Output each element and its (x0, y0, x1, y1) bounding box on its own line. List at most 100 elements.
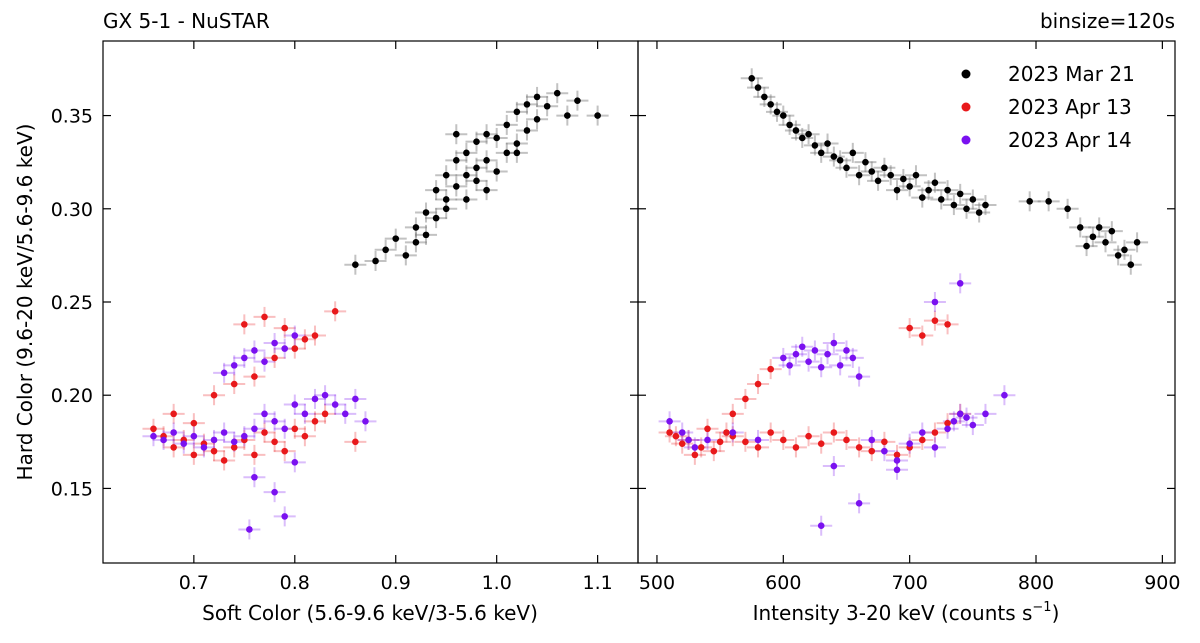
left-data-point (261, 358, 268, 365)
left-x-ticks: 0.7 0.8 0.9 1.0 1.1 (179, 41, 613, 594)
left-x-tick-label: 0.9 (381, 572, 411, 594)
left-data-point (402, 252, 410, 259)
right-data-point (805, 130, 812, 138)
right-data-point (805, 432, 812, 440)
left-data-point (291, 332, 299, 339)
left-x-tick-label: 1.0 (482, 572, 512, 594)
left-data-point (483, 157, 490, 164)
right-data-point (1108, 227, 1116, 235)
right-data-point (868, 168, 876, 175)
left-data-point (432, 214, 440, 222)
right-data-point (1089, 233, 1097, 241)
right-data-point (982, 201, 989, 209)
right-data-point (944, 425, 951, 433)
right-data-point (843, 164, 850, 172)
right-data-point (786, 121, 793, 129)
left-data-point (483, 130, 490, 138)
right-data-point (792, 444, 800, 451)
right-data-point (798, 343, 806, 351)
right-data-point (956, 280, 964, 287)
figure-title-right: binsize=120s (1040, 9, 1175, 33)
right-data-point (691, 444, 699, 451)
left-data-point (543, 102, 551, 110)
left-data-point (301, 410, 309, 418)
right-data-point (906, 183, 913, 190)
left-data-point (230, 362, 238, 369)
legend-label: 2023 Apr 14 (1008, 128, 1132, 152)
right-data-point (918, 194, 926, 201)
left-data-point (483, 186, 490, 194)
right-data-point (830, 462, 838, 470)
left-data-point (513, 140, 521, 147)
left-y-tick-label: 0.20 (51, 385, 93, 407)
left-data-point (150, 425, 157, 433)
right-data-point (931, 444, 939, 451)
right-data-point (893, 466, 901, 474)
right-data-point (969, 196, 977, 203)
left-data-point (523, 127, 531, 134)
legend-label: 2023 Apr 13 (1008, 95, 1132, 119)
right-data-point (830, 153, 838, 160)
right-data-point (805, 358, 812, 365)
left-data-point (422, 209, 430, 216)
right-x-tick-label: 500 (639, 572, 675, 594)
right-data-point (918, 332, 926, 339)
right-data-point (1133, 239, 1141, 246)
left-data-point (170, 444, 177, 451)
left-data-point (412, 224, 420, 231)
left-data-point (190, 419, 198, 427)
left-data-point (271, 354, 278, 362)
right-data-point (918, 429, 926, 436)
left-data-point (291, 459, 299, 466)
right-data-point (817, 149, 825, 157)
right-data-point (716, 438, 724, 446)
left-data-point (170, 410, 177, 418)
right-data-point (678, 429, 686, 436)
right-x-ticks: 500 600 700 800 900 (639, 41, 1180, 594)
left-data-point (473, 138, 480, 145)
right-x-tick-label: 700 (892, 572, 928, 594)
right-data-point (830, 429, 838, 436)
right-data-point (931, 298, 939, 306)
right-data-point (824, 350, 831, 358)
left-y-tick-label: 0.30 (51, 199, 93, 221)
right-data-point (950, 201, 958, 209)
right-data-point (931, 429, 939, 436)
left-error-bars (142, 83, 609, 540)
right-data-point (975, 209, 983, 216)
left-data-point (281, 425, 288, 433)
right-x-axis-label-end: ) (1052, 601, 1060, 625)
left-data-point (382, 246, 389, 254)
left-data-point (291, 345, 299, 352)
left-data-point (210, 447, 218, 455)
right-data-point (754, 436, 762, 444)
right-x-tick-label: 600 (765, 572, 801, 594)
right-data-point (811, 142, 819, 149)
right-data-point (906, 324, 913, 332)
right-data-point (881, 164, 888, 172)
right-data-point (672, 432, 680, 440)
left-data-point (210, 436, 218, 444)
right-data-point (773, 108, 781, 116)
right-data-point (830, 339, 838, 347)
right-data-point (666, 429, 673, 436)
left-data-point (321, 410, 329, 418)
left-y-tick-label: 0.25 (51, 292, 93, 314)
right-data-point (704, 436, 711, 444)
right-data-point (723, 429, 730, 436)
right-data-point (1064, 205, 1071, 213)
left-data-point (301, 335, 309, 343)
right-data-point (956, 190, 964, 198)
legend: 2023 Mar 21 2023 Apr 13 2023 Apr 14 (961, 62, 1135, 152)
right-data-point (887, 171, 895, 179)
right-data-point (843, 347, 850, 354)
right-data-point (944, 186, 951, 194)
right-data-point (836, 362, 844, 369)
right-data-point (868, 436, 876, 444)
left-data-point (513, 108, 521, 116)
left-data-point (301, 432, 309, 440)
right-data-point (780, 112, 787, 119)
right-x-tick-label: 900 (1144, 572, 1180, 594)
left-data-point (190, 432, 198, 440)
right-plot-frame (637, 40, 1176, 564)
